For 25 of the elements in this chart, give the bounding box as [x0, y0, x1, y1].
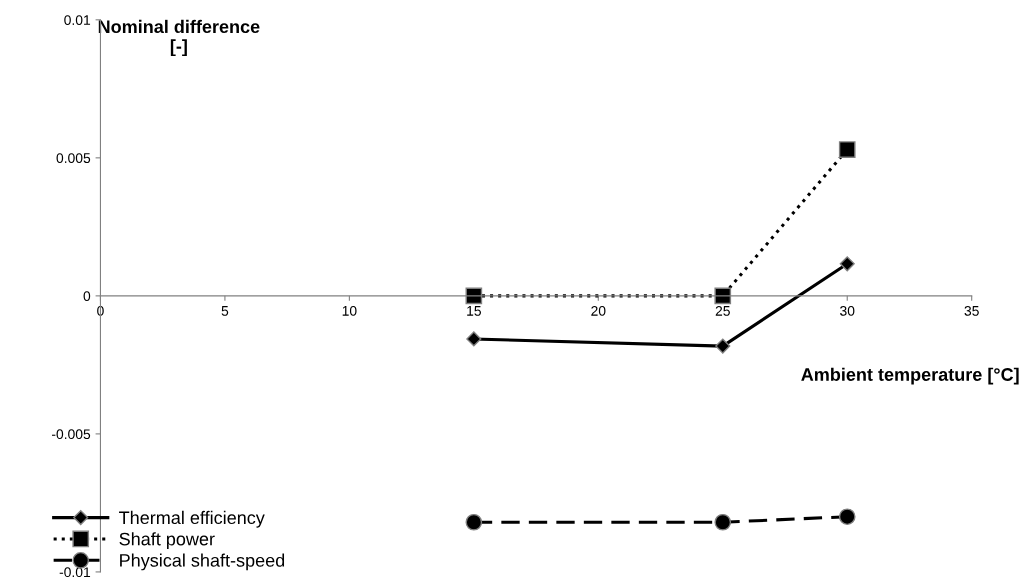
point	[714, 513, 732, 531]
x-tick-label: 10	[342, 305, 357, 316]
legend-label: Thermal efficiency	[119, 510, 265, 528]
x-tick-label: 25	[715, 305, 730, 316]
x-tick-label: 15	[467, 306, 481, 316]
point	[465, 513, 483, 531]
x-tick-label: 35	[964, 305, 979, 316]
legend-label: Shaft power	[119, 532, 215, 550]
legend-label: Physical shaft-speed	[120, 553, 285, 571]
point	[838, 141, 856, 158]
point	[839, 256, 855, 272]
point	[715, 338, 731, 354]
point	[714, 287, 732, 305]
x-axis-title: Ambient temperature [°C]	[801, 367, 1019, 385]
y-axis-title: Nominal difference [-]	[98, 19, 260, 57]
x-tick-label: 30	[840, 305, 855, 316]
y-tick-label: 0.005	[56, 153, 91, 164]
y-tick-label: 0	[83, 291, 91, 302]
y-tick-label: -0.01	[59, 567, 91, 578]
x-tick-label: 20	[591, 305, 606, 316]
point	[466, 331, 482, 347]
y-tick-label: -0.005	[51, 429, 91, 440]
y-tick-label: 0.01	[64, 15, 91, 25]
point	[838, 508, 856, 526]
x-tick-label: 5	[221, 306, 229, 316]
